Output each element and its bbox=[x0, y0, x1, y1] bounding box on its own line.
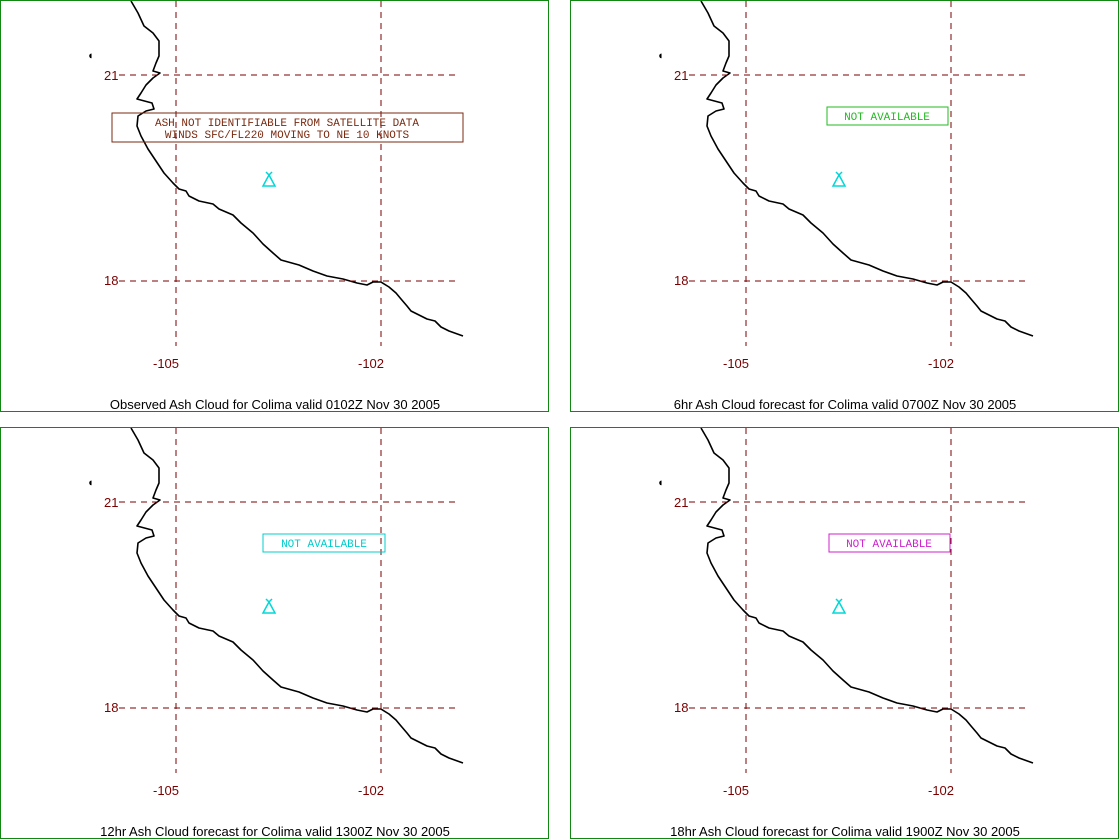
small-marker-icon: ◖ bbox=[657, 477, 664, 489]
coastline-path bbox=[700, 428, 1034, 764]
lat-label-21: 21 bbox=[674, 495, 688, 510]
map-panel-observed: 21 18 -105 -102 ◖ ASH NOT IDENTIFIABLE F… bbox=[0, 0, 549, 412]
lat-label-21: 21 bbox=[674, 68, 688, 83]
panel-caption: 6hr Ash Cloud forecast for Colima valid … bbox=[674, 397, 1017, 412]
graticule bbox=[119, 1, 459, 346]
panel-caption: 12hr Ash Cloud forecast for Colima valid… bbox=[100, 824, 450, 839]
map-panel-6hr: 21 18 -105 -102 ◖ NOT AVAILABLE 6hr Ash … bbox=[570, 0, 1119, 412]
notice-line-1: NOT AVAILABLE bbox=[844, 112, 930, 124]
lon-label-102: -102 bbox=[358, 356, 384, 371]
notice-line-2: WINDS SFC/FL220 MOVING TO NE 10 KNOTS bbox=[165, 130, 410, 142]
notice-box bbox=[262, 533, 386, 553]
volcano-icon bbox=[261, 171, 277, 187]
coastline bbox=[130, 428, 464, 764]
map-svg: 21 18 -105 -102 ◖ NOT AVAILABLE 12hr Ash… bbox=[87, 428, 464, 839]
panel-caption: Observed Ash Cloud for Colima valid 0102… bbox=[110, 397, 440, 412]
coastline bbox=[130, 1, 464, 337]
map-svg: 21 18 -105 -102 ◖ NOT AVAILABLE 18hr Ash… bbox=[657, 428, 1034, 839]
notice-line-1: ASH NOT IDENTIFIABLE FROM SATELLITE DATA bbox=[155, 118, 419, 130]
volcano-icon bbox=[831, 598, 847, 614]
coastline-path bbox=[130, 428, 464, 764]
notice-line-1: NOT AVAILABLE bbox=[281, 539, 367, 551]
notice-box bbox=[828, 533, 951, 553]
small-marker-icon: ◖ bbox=[657, 50, 664, 62]
graticule bbox=[119, 428, 459, 773]
coastline-path bbox=[700, 1, 1034, 337]
map-svg: 21 18 -105 -102 ◖ ASH NOT IDENTIFIABLE F… bbox=[87, 1, 464, 412]
small-marker-icon: ◖ bbox=[87, 477, 94, 489]
lat-label-21: 21 bbox=[104, 68, 118, 83]
lon-label-102: -102 bbox=[928, 783, 954, 798]
lon-label-105: -105 bbox=[153, 783, 179, 798]
notice-line-1: NOT AVAILABLE bbox=[846, 539, 932, 551]
lon-label-102: -102 bbox=[358, 783, 384, 798]
graticule bbox=[689, 428, 1029, 773]
panel-caption: 18hr Ash Cloud forecast for Colima valid… bbox=[670, 824, 1020, 839]
coastline bbox=[700, 428, 1034, 764]
volcano-icon bbox=[831, 171, 847, 187]
map-panel-18hr: 21 18 -105 -102 ◖ NOT AVAILABLE 18hr Ash… bbox=[570, 427, 1119, 839]
lon-label-105: -105 bbox=[723, 356, 749, 371]
lat-label-18: 18 bbox=[674, 273, 688, 288]
notice-box bbox=[111, 112, 464, 143]
volcano-icon bbox=[261, 598, 277, 614]
coastline bbox=[700, 1, 1034, 337]
notice-box bbox=[826, 106, 949, 126]
lat-label-18: 18 bbox=[104, 273, 118, 288]
map-panel-12hr: 21 18 -105 -102 ◖ NOT AVAILABLE 12hr Ash… bbox=[0, 427, 549, 839]
map-svg: 21 18 -105 -102 ◖ NOT AVAILABLE 6hr Ash … bbox=[657, 1, 1034, 412]
graticule bbox=[689, 1, 1029, 346]
small-marker-icon: ◖ bbox=[87, 50, 94, 62]
lat-label-18: 18 bbox=[104, 700, 118, 715]
lon-label-105: -105 bbox=[723, 783, 749, 798]
coastline-path bbox=[130, 1, 464, 337]
lat-label-21: 21 bbox=[104, 495, 118, 510]
lat-label-18: 18 bbox=[674, 700, 688, 715]
lon-label-105: -105 bbox=[153, 356, 179, 371]
lon-label-102: -102 bbox=[928, 356, 954, 371]
